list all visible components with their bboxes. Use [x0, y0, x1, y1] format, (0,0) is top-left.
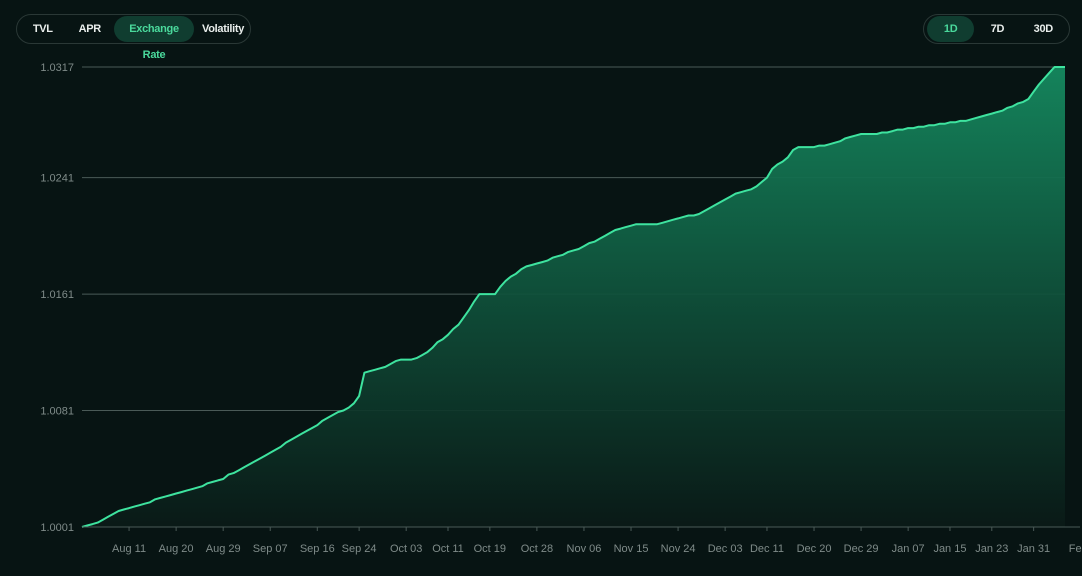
x-tick-label: Dec 29: [844, 543, 879, 555]
x-tick-label: Dec 03: [708, 543, 743, 555]
y-tick-label: 1.0241: [40, 173, 74, 185]
x-tick-label: Nov 15: [614, 543, 649, 555]
x-tick-label: Oct 28: [521, 543, 553, 555]
x-tick-label: Jan 31: [1017, 543, 1050, 555]
tab-volatility[interactable]: Volatility: [202, 23, 245, 35]
y-tick-label: 1.0001: [40, 522, 74, 534]
x-tick-label: Oct 19: [474, 543, 506, 555]
range-1d[interactable]: 1D: [927, 16, 975, 42]
tab-exchange-rate[interactable]: Exchange Rate: [114, 16, 194, 61]
tab-apr[interactable]: APR: [78, 23, 102, 35]
y-tick-label: 1.0161: [40, 289, 74, 301]
x-tick-label: Sep 16: [300, 543, 335, 555]
y-tick-label: 1.0081: [40, 406, 74, 418]
x-tick-label: Nov 24: [661, 543, 696, 555]
x-tick-label: Aug 20: [159, 543, 194, 555]
x-tick-label: Jan 07: [892, 543, 925, 555]
area-fill: [82, 67, 1065, 527]
series-line: [81, 66, 1065, 528]
range-7d[interactable]: 7D: [990, 23, 1005, 35]
tab-tvl[interactable]: TVL: [32, 23, 53, 35]
x-tick-label: Dec 20: [797, 543, 832, 555]
range-30d[interactable]: 30D: [1033, 23, 1054, 35]
range-selector: 1D 7D 30D: [923, 14, 1070, 44]
x-tick-label: Jan 23: [975, 543, 1008, 555]
x-tick-label: Nov 06: [567, 543, 602, 555]
x-tick-label: Jan 15: [933, 543, 966, 555]
y-tick-label: 1.0317: [40, 62, 74, 74]
x-tick-label: Oct 11: [432, 543, 464, 555]
metric-selector: TVL APR Exchange Rate Volatility: [16, 14, 251, 61]
x-tick-label: Sep 07: [253, 543, 288, 555]
x-tick-label: Oct 03: [390, 543, 422, 555]
x-tick-label: Sep 24: [342, 543, 377, 555]
x-tick-label: Dec 11: [750, 543, 784, 555]
x-tick-label: Aug 29: [206, 543, 241, 555]
x-tick-label: Aug 11: [112, 543, 146, 555]
x-tick-label: Feb 10: [1069, 543, 1082, 555]
